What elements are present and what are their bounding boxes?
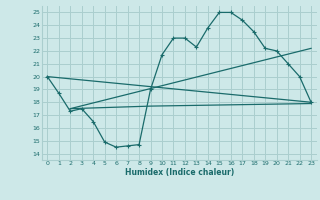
X-axis label: Humidex (Indice chaleur): Humidex (Indice chaleur): [124, 168, 234, 177]
